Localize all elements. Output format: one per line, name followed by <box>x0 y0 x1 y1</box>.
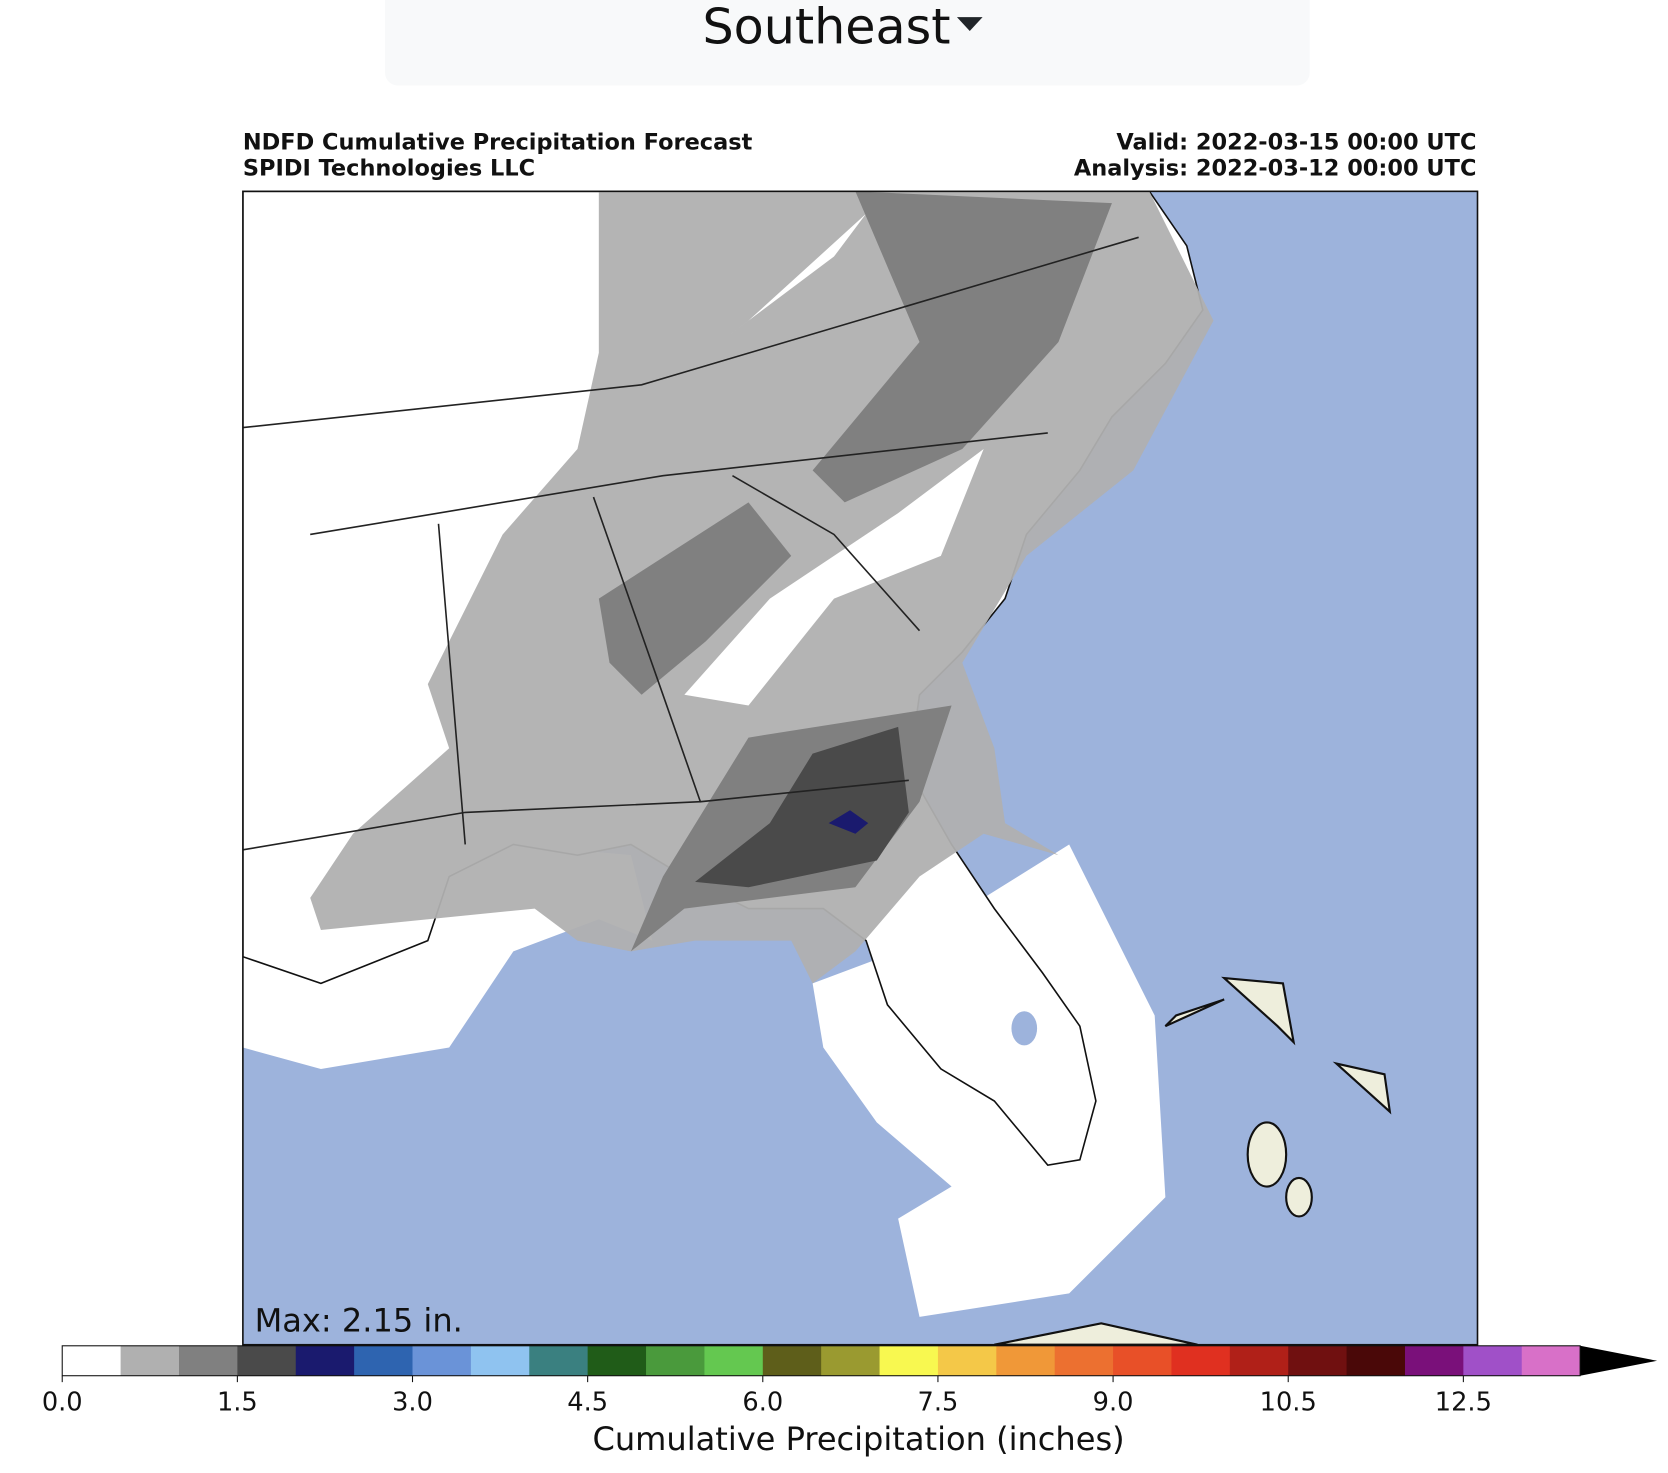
colorbar-bin <box>704 1345 764 1376</box>
colorbar-bin <box>821 1345 881 1376</box>
state-line <box>242 236 1139 429</box>
colorbar-bin <box>996 1345 1056 1376</box>
colorbar-bin <box>1404 1345 1464 1376</box>
colorbar-bin <box>178 1345 238 1376</box>
precip-area <box>598 502 792 695</box>
colorbar-bin <box>1521 1345 1581 1376</box>
island <box>1164 998 1225 1028</box>
colorbar-extend <box>1580 1345 1658 1376</box>
colorbar-bin <box>1346 1345 1406 1376</box>
precip-area <box>812 191 1112 503</box>
colorbar-bin <box>587 1345 647 1376</box>
colorbar-bin <box>354 1345 414 1376</box>
state-line <box>242 474 921 851</box>
colorbar-bin <box>646 1345 705 1376</box>
islands <box>994 976 1392 1345</box>
title-line: Analysis: 2022-03-12 00:00 UTC <box>1074 155 1477 181</box>
colorbar-label: Cumulative Precipitation (inches) <box>593 1420 1125 1458</box>
colorbar-bin <box>295 1345 355 1376</box>
lake <box>1011 1011 1038 1046</box>
title-line: NDFD Cumulative Precipitation Forecast <box>243 130 753 156</box>
dropdown-box[interactable] <box>385 0 1310 86</box>
colorbar-tick-label: 3.0 <box>392 1388 433 1418</box>
colorbar-tick-label: 4.5 <box>567 1388 608 1418</box>
island <box>1285 1176 1313 1218</box>
colorbar-bin <box>62 1345 122 1376</box>
title-line: SPIDI Technologies LLC <box>243 155 535 181</box>
colorbar-tick-label: 9.0 <box>1093 1388 1134 1418</box>
precip-area <box>695 726 909 888</box>
colorbar-tick-label: 12.5 <box>1435 1388 1492 1418</box>
colorbar-tick-label: 6.0 <box>742 1388 783 1418</box>
map-frame <box>242 190 1479 1346</box>
colorbar-bin <box>412 1345 472 1376</box>
colorbar-bin <box>879 1345 939 1376</box>
colorbar-bin <box>1113 1345 1172 1376</box>
colorbar-bin <box>1054 1345 1114 1376</box>
island <box>1332 1061 1392 1115</box>
colorbar-bin <box>1288 1345 1348 1376</box>
colorbar-bin <box>1171 1345 1231 1376</box>
colorbar-tick-label: 7.5 <box>918 1388 959 1418</box>
colorbar-bin <box>470 1345 530 1376</box>
state-line <box>437 496 909 845</box>
colorbar-bin <box>1229 1345 1289 1376</box>
colorbar-bin <box>120 1345 180 1376</box>
colorbar-bin <box>1463 1345 1523 1376</box>
colorbar-tick-label: 1.5 <box>217 1388 258 1418</box>
colorbar-tick-label: 10.5 <box>1260 1388 1317 1418</box>
dropdown-caret[interactable] <box>956 17 983 31</box>
colorbar: 0.0 1.5 3.0 4.5 6.0 7.5 9.0 10.5 12.5 <box>42 1345 1658 1418</box>
precip-area <box>828 810 869 834</box>
colorbar-tick-label: 0.0 <box>42 1388 83 1418</box>
map <box>242 191 1478 1345</box>
island <box>994 1322 1198 1345</box>
colorbar-bin <box>762 1345 822 1376</box>
title-line: Valid: 2022-03-15 00:00 UTC <box>1116 130 1476 156</box>
colorbar-bin <box>529 1345 589 1376</box>
island <box>1246 1121 1288 1188</box>
state-lines <box>242 236 1139 851</box>
colorbar-bin <box>237 1345 297 1376</box>
state-line <box>310 432 1048 536</box>
colorbar-bin <box>937 1345 997 1376</box>
max-label: Max: 2.15 in. <box>255 1301 463 1339</box>
dropdown-label[interactable]: Southeast <box>702 0 950 55</box>
colorbar-frame <box>61 1345 1581 1377</box>
region-dropdown[interactable]: Southeast <box>385 0 1310 86</box>
island <box>1221 976 1296 1046</box>
